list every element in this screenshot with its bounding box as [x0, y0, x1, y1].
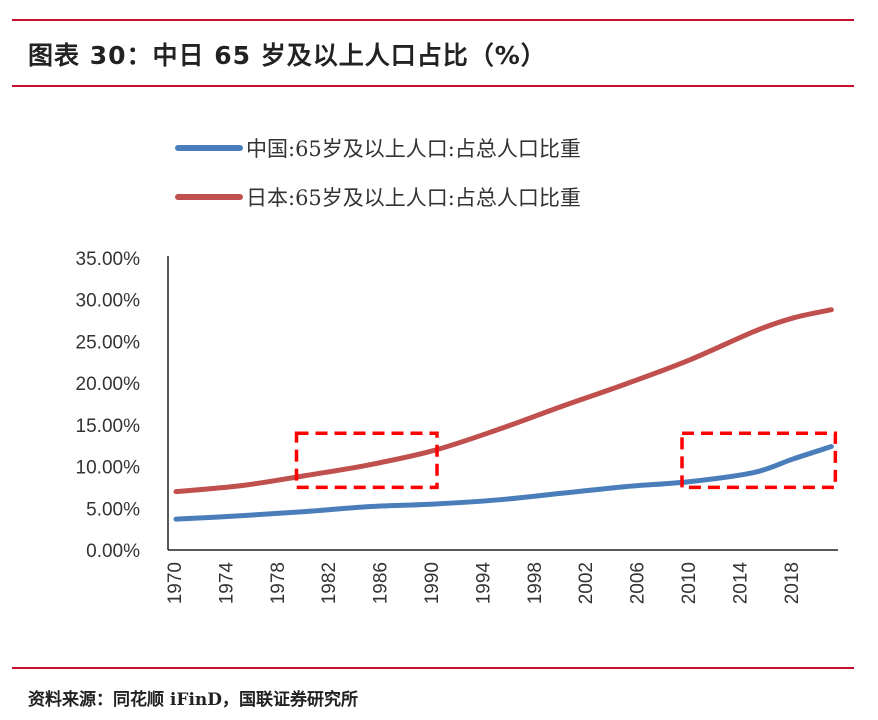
legend-label-china: 中国:65岁及以上人口:占总人口比重: [246, 137, 581, 161]
x-tick-label: 1986: [371, 562, 392, 604]
x-tick-label: 2006: [628, 562, 649, 604]
x-tick-label: 2018: [782, 562, 803, 604]
source-note: 资料来源：同花顺 iFinD，国联证券研究所: [28, 690, 359, 710]
x-tick-label: 1970: [165, 562, 186, 604]
y-tick-label: 0.00%: [86, 541, 140, 562]
x-tick-label: 1990: [422, 562, 443, 604]
y-tick-label: 30.00%: [76, 291, 141, 312]
highlight-box: [680, 431, 838, 490]
y-tick-label: 5.00%: [86, 499, 140, 520]
legend: 中国:65岁及以上人口:占总人口比重 日本:65岁及以上人口:占总人口比重: [175, 137, 581, 210]
footer-rule: [12, 667, 854, 669]
y-tick-label: 25.00%: [76, 332, 141, 353]
y-tick-label: 10.00%: [76, 458, 141, 479]
series-line-japan: [173, 307, 834, 495]
series-line-china: [173, 444, 834, 522]
x-tick-label: 2010: [679, 562, 700, 604]
title-rule: [12, 85, 854, 87]
x-tick-label: 1998: [525, 562, 546, 604]
x-tick-label: 2002: [576, 562, 597, 604]
chart-title: 图表 30：中日 65 岁及以上人口占比（%）: [28, 41, 547, 70]
x-tick-label: 2014: [730, 562, 751, 605]
legend-label-japan: 日本:65岁及以上人口:占总人口比重: [246, 186, 581, 210]
top-rule: [12, 19, 854, 21]
x-tick-label: 1978: [268, 562, 289, 604]
y-tick-label: 35.00%: [76, 249, 141, 270]
x-tick-label: 1982: [319, 562, 340, 604]
x-tick-label: 1974: [216, 562, 237, 605]
y-tick-label: 20.00%: [76, 374, 141, 395]
x-tick-label: 1994: [473, 562, 494, 605]
highlight-box: [294, 431, 439, 490]
y-tick-label: 15.00%: [76, 416, 141, 437]
